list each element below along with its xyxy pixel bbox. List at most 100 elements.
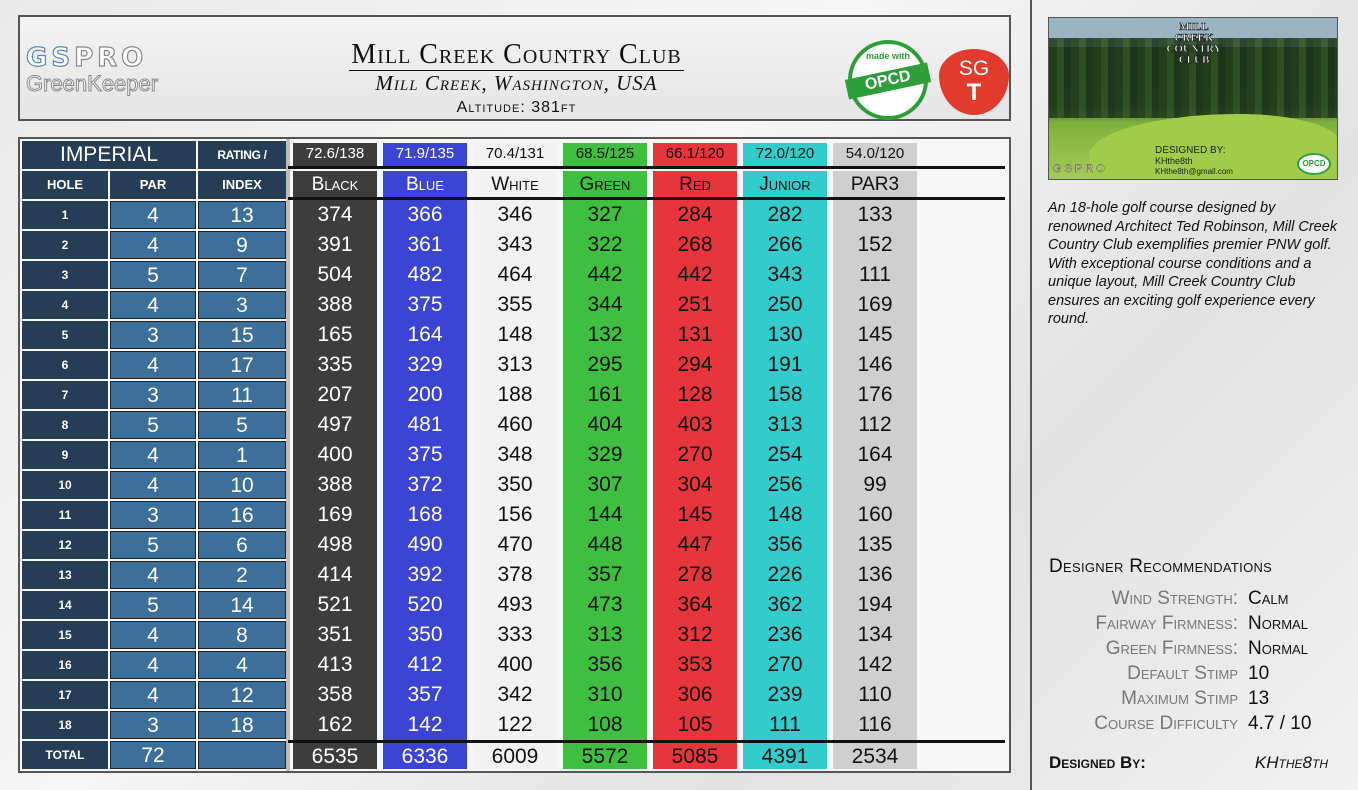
hole-number: 12 xyxy=(22,531,108,559)
hole-par: 4 xyxy=(110,441,196,469)
units-label: IMPERIAL xyxy=(22,141,196,169)
yardage-cell: 388 xyxy=(317,473,353,496)
tee-total: 6336 xyxy=(401,745,449,768)
tee-column-black xyxy=(293,171,377,769)
hole-number: 14 xyxy=(22,591,108,619)
photo-designed-by: DESIGNED BY: KHthe8th KHthe8th@gmail.com xyxy=(1155,146,1233,177)
yardage-cell: 353 xyxy=(677,653,713,676)
hole-index: 4 xyxy=(198,651,286,679)
tee-rating-slope: 71.9/135 xyxy=(383,143,467,167)
yardage-cell: 470 xyxy=(497,533,533,556)
yardage-cell: 112 xyxy=(858,413,892,436)
yardage-cell: 145 xyxy=(677,503,713,526)
course-photo: MILL CREEK COUNTRY CLUB GSPRO DESIGNED B… xyxy=(1048,17,1338,180)
yardage-cell: 148 xyxy=(497,323,533,346)
yardage-cell: 128 xyxy=(677,383,713,406)
opcd-made-with: made with xyxy=(865,51,910,61)
yardage-cell: 313 xyxy=(587,623,623,646)
yardage-cell: 378 xyxy=(497,563,533,586)
hole-number: 6 xyxy=(22,351,108,379)
yardage-cell: 335 xyxy=(317,353,353,376)
yardage-cell: 520 xyxy=(407,593,443,616)
yardage-cell: 168 xyxy=(407,503,443,526)
hole-index: 3 xyxy=(198,291,286,319)
yardage-cell: 392 xyxy=(407,563,443,586)
yardage-cell: 375 xyxy=(407,443,443,466)
yardage-cell: 391 xyxy=(317,233,353,256)
yardage-cell: 374 xyxy=(317,203,353,226)
tee-column-red xyxy=(653,171,737,769)
yardage-cell: 165 xyxy=(317,323,353,346)
tee-column-blue xyxy=(383,171,467,769)
opcd-badge-icon: made with OPCD xyxy=(844,40,932,120)
yardage-cell: 313 xyxy=(497,353,533,376)
yardage-cell: 161 xyxy=(587,383,623,406)
recommendation-label: Fairway Firmness: xyxy=(1095,613,1238,634)
yardage-cell: 366 xyxy=(407,203,443,226)
tee-total: 6535 xyxy=(311,745,359,768)
yardage-cell: 284 xyxy=(677,203,713,226)
yardage-cell: 442 xyxy=(587,263,623,286)
tee-rating-slope: 72.6/138 xyxy=(293,143,377,167)
club-logo-line-1: MILL xyxy=(1179,21,1209,33)
yardage-cell: 414 xyxy=(317,563,353,586)
yardage-cell: 207 xyxy=(317,383,353,406)
yardage-cell: 442 xyxy=(677,263,713,286)
yardage-cell: 132 xyxy=(587,323,623,346)
yardage-cell: 250 xyxy=(767,293,803,316)
tee-rating-slope: 70.4/131 xyxy=(473,143,557,167)
hole-par: 4 xyxy=(110,471,196,499)
tee-name: PAR3 xyxy=(850,174,900,195)
yardage-cell: 266 xyxy=(767,233,803,256)
photo-opcd-icon: OPCD xyxy=(1297,153,1331,175)
hole-number: 8 xyxy=(22,411,108,439)
total-par: 72 xyxy=(110,741,196,769)
yardage-cell: 268 xyxy=(677,233,713,256)
tee-name: Junior xyxy=(759,174,811,195)
yardage-cell: 329 xyxy=(407,353,443,376)
tee-column-par3 xyxy=(833,171,917,769)
hole-index: 6 xyxy=(198,531,286,559)
yardage-cell: 304 xyxy=(677,473,713,496)
photo-designer: KHthe8th xyxy=(1155,156,1193,166)
yardage-cell: 372 xyxy=(407,473,443,496)
course-location: Mill Creek, Washington, USA xyxy=(375,71,658,95)
gspro-greenkeeper-logo: GSPRO GreenKeeper xyxy=(25,44,196,97)
yardage-cell: 191 xyxy=(767,353,803,376)
yardage-cell: 162 xyxy=(317,713,353,736)
course-title-text: Mill Creek Country Club xyxy=(349,39,684,71)
yardage-cell: 357 xyxy=(407,683,443,706)
hole-number: 17 xyxy=(22,681,108,709)
yardage-cell: 351 xyxy=(317,623,353,646)
yardage-cell: 350 xyxy=(407,623,443,646)
sgt-top: SG xyxy=(958,57,990,80)
hole-index: 9 xyxy=(198,231,286,259)
yardage-cell: 116 xyxy=(858,713,892,736)
yardage-cell: 200 xyxy=(407,383,443,406)
yardage-cell: 146 xyxy=(857,353,893,376)
sgt-bottom: T xyxy=(966,79,982,106)
hole-number: 3 xyxy=(22,261,108,289)
yardage-cell: 164 xyxy=(407,323,443,346)
yardage-cell: 105 xyxy=(677,713,713,736)
yardage-cell: 194 xyxy=(857,593,893,616)
tee-name: Red xyxy=(679,174,711,195)
yardage-cell: 131 xyxy=(677,323,713,346)
sgt-badge-icon: SG T xyxy=(939,49,1009,115)
yardage-cell: 403 xyxy=(677,413,713,436)
yardage-cell: 498 xyxy=(317,533,353,556)
yardage-cell: 256 xyxy=(767,473,803,496)
yardage-cell: 134 xyxy=(857,623,893,646)
recommendation-label: Wind Strength: xyxy=(1111,588,1238,609)
yardage-cell: 122 xyxy=(497,713,533,736)
yardage-cell: 504 xyxy=(317,263,353,286)
yardage-cell: 254 xyxy=(767,443,803,466)
tee-rating-slope: 66.1/120 xyxy=(653,143,737,167)
recommendation-value: Normal xyxy=(1248,613,1308,634)
yardage-cell: 375 xyxy=(407,293,443,316)
yardage-cell: 142 xyxy=(857,653,893,676)
designer-name: KHthe8th xyxy=(1254,753,1328,772)
tee-column-white xyxy=(473,171,557,769)
recommendations-title: Designer Recommendations xyxy=(1049,556,1273,577)
